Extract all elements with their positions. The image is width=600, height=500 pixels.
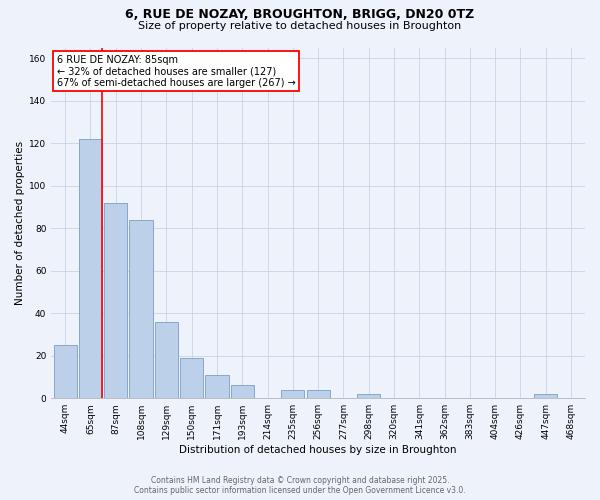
Text: 6, RUE DE NOZAY, BROUGHTON, BRIGG, DN20 0TZ: 6, RUE DE NOZAY, BROUGHTON, BRIGG, DN20 …	[125, 8, 475, 20]
Bar	[155, 322, 178, 398]
Bar	[53, 345, 77, 398]
Bar	[534, 394, 557, 398]
Bar	[281, 390, 304, 398]
Text: Size of property relative to detached houses in Broughton: Size of property relative to detached ho…	[139, 21, 461, 31]
Text: Contains HM Land Registry data © Crown copyright and database right 2025.
Contai: Contains HM Land Registry data © Crown c…	[134, 476, 466, 495]
Bar	[205, 375, 229, 398]
Bar	[180, 358, 203, 398]
Bar	[307, 390, 330, 398]
Bar	[230, 386, 254, 398]
Bar	[357, 394, 380, 398]
Bar	[130, 220, 153, 398]
Text: 6 RUE DE NOZAY: 85sqm
← 32% of detached houses are smaller (127)
67% of semi-det: 6 RUE DE NOZAY: 85sqm ← 32% of detached …	[56, 54, 295, 88]
Bar	[79, 139, 102, 398]
X-axis label: Distribution of detached houses by size in Broughton: Distribution of detached houses by size …	[179, 445, 457, 455]
Bar	[104, 202, 127, 398]
Y-axis label: Number of detached properties: Number of detached properties	[15, 141, 25, 305]
